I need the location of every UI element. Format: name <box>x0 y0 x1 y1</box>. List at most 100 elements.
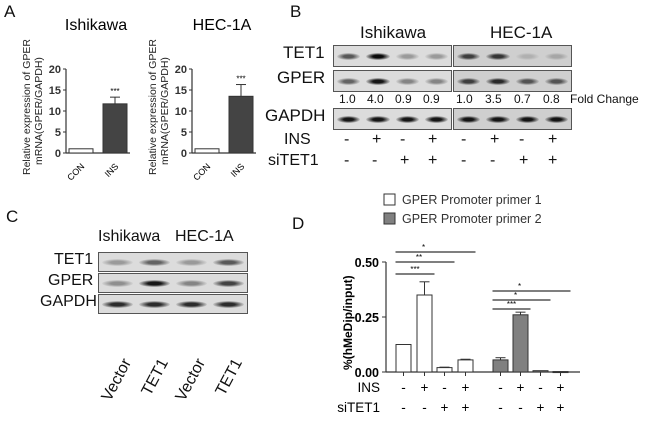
bar <box>395 344 412 373</box>
fold-change-label: Fold Change <box>570 92 639 106</box>
y-tick-label: 0 <box>181 148 187 160</box>
band <box>486 77 510 85</box>
band <box>515 77 539 85</box>
y-tick-label: 5 <box>55 127 61 139</box>
band <box>395 115 419 123</box>
ins-sign: + <box>428 131 438 148</box>
blot-tet1 <box>98 252 248 272</box>
bar-INS <box>102 103 128 154</box>
y-axis-label: mRNA(GPER/GAPDH) <box>33 57 45 165</box>
chart-title: Ishikawa <box>65 17 127 34</box>
sitet1-sign: - <box>490 152 496 169</box>
y-tick-label: 10 <box>49 106 61 118</box>
fold-change-value: 0.8 <box>543 92 560 106</box>
sitet1-sign: + <box>548 152 558 169</box>
ins-sign: + <box>421 380 429 395</box>
band <box>366 115 390 123</box>
legend-label: GPER Promoter primer 2 <box>402 212 542 226</box>
fold-change-value: 0.7 <box>514 92 531 106</box>
panel-a-charts: Ishikawa Relative expression of GPER mRNA(… <box>21 17 256 183</box>
sitet1-sign: + <box>400 152 410 169</box>
fold-change-value: 0.9 <box>423 92 440 106</box>
blot-hec1a-tet1 <box>453 45 572 67</box>
bar-CON <box>68 148 94 154</box>
fold-change-value: 1.0 <box>339 92 356 106</box>
band <box>337 115 361 123</box>
panel-label-b: B <box>290 2 302 21</box>
significance-label: * <box>422 243 425 252</box>
treatment-label-ins: INS <box>284 131 311 148</box>
blot-hec1a-gper <box>453 70 572 92</box>
sitet1-sign: - <box>518 400 523 415</box>
row-label-gper: GPER <box>48 272 94 289</box>
bar-INS <box>228 95 254 154</box>
band <box>139 300 170 308</box>
band <box>544 115 568 123</box>
band <box>337 77 361 85</box>
fold-change-value: 3.5 <box>485 92 502 106</box>
band <box>337 52 361 60</box>
sitet1-sign: + <box>519 152 529 169</box>
sitet1-sign: + <box>557 400 565 415</box>
cell-line-label: Ishikawa <box>98 228 161 245</box>
y-tick-label: 0 <box>55 148 61 160</box>
band <box>366 52 390 60</box>
band <box>366 77 390 85</box>
cell-line-label: Ishikawa <box>360 23 427 42</box>
ins-sign: + <box>548 131 558 148</box>
band <box>457 115 481 123</box>
band <box>457 52 481 60</box>
bar <box>512 314 529 373</box>
sitet1-sign: - <box>401 400 406 415</box>
significance-label: *** <box>410 265 419 274</box>
bar <box>492 359 509 373</box>
cell-line-label: HEC-1A <box>175 228 234 245</box>
fold-change-value: 0.9 <box>395 92 412 106</box>
sitet1-sign: - <box>498 400 503 415</box>
band <box>395 52 419 60</box>
blot-ishikawa-gper <box>333 70 452 92</box>
sitet1-sign: - <box>461 152 467 169</box>
blot-ishikawa-gapdh <box>333 108 452 130</box>
band <box>544 77 568 85</box>
cell-line-label: HEC-1A <box>490 23 553 42</box>
y-tick-label: 10 <box>175 106 187 118</box>
ins-sign: + <box>372 131 382 148</box>
row-label-gapdh: GAPDH <box>265 106 326 125</box>
y-axis-label: %(hMeDip/input) <box>341 275 355 370</box>
bar <box>436 367 453 373</box>
bar <box>457 359 474 373</box>
band <box>424 77 448 85</box>
blot-gapdh <box>98 294 248 314</box>
sitet1-sign: + <box>428 152 438 169</box>
y-axis-label: Relative expression of GPER <box>147 39 159 175</box>
ins-sign: - <box>442 380 447 395</box>
band <box>515 115 539 123</box>
row-label-tet1: TET1 <box>54 251 94 268</box>
band <box>213 258 244 266</box>
sitet1-sign: - <box>422 400 427 415</box>
x-tick-label: CON <box>191 161 212 182</box>
ins-sign: + <box>517 380 525 395</box>
y-tick-label: 0.00 <box>355 366 379 380</box>
sitet1-sign: - <box>372 152 378 169</box>
panel-d-chart: GPER Promoter primer 1 GPER Promoter prim… <box>337 193 580 415</box>
band <box>176 300 207 308</box>
x-tick-label: CON <box>65 161 86 182</box>
sitet1-sign: + <box>462 400 470 415</box>
band <box>424 115 448 123</box>
x-tick-label: INS <box>103 161 121 179</box>
chart-title: HEC-1A <box>193 17 252 34</box>
legend-swatch <box>383 193 396 206</box>
band <box>515 52 539 60</box>
row-label-tet1: TET1 <box>283 43 325 62</box>
ins-sign: - <box>461 131 467 148</box>
treatment-label-sitet1: siTET1 <box>337 400 380 415</box>
y-tick-label: 15 <box>175 85 187 97</box>
bar-CON <box>194 148 220 154</box>
blot-hec1a-gapdh <box>453 108 572 130</box>
y-tick-label: 0.50 <box>355 256 379 270</box>
sitet1-sign: + <box>537 400 545 415</box>
panel-label-c: C <box>6 207 19 226</box>
ins-sign: + <box>490 131 500 148</box>
